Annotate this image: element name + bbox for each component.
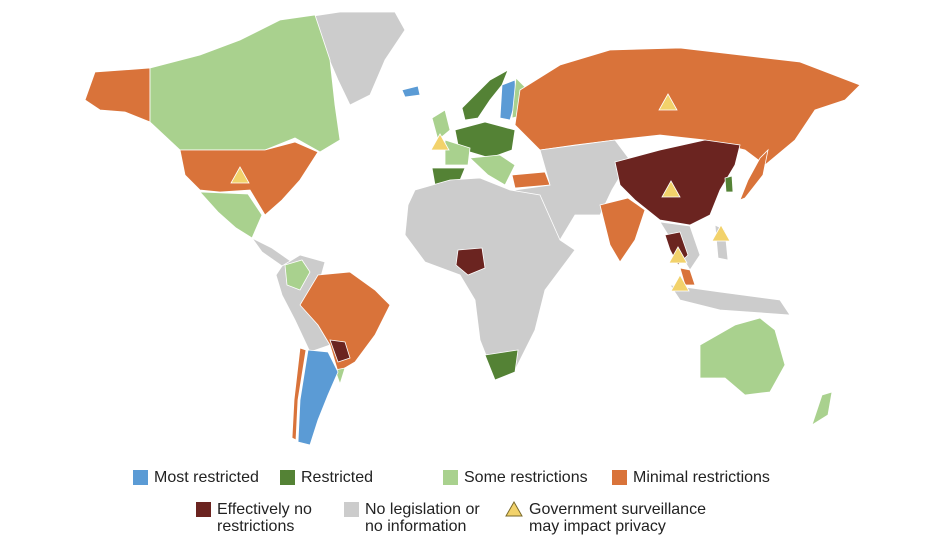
italy-balkans	[469, 154, 516, 186]
central-america	[251, 237, 293, 267]
legend-label: Some restrictions	[464, 469, 588, 486]
india	[599, 197, 646, 263]
world-map	[84, 11, 861, 446]
japan	[739, 148, 769, 201]
legend-label: Restricted	[301, 469, 374, 486]
legend-swatch	[612, 470, 627, 485]
legend-item: Minimal restrictions	[612, 469, 837, 486]
alaska	[84, 67, 151, 123]
uk	[431, 109, 451, 141]
legend-swatch	[196, 502, 211, 517]
africa	[404, 177, 576, 379]
china	[614, 139, 741, 226]
nigeria	[455, 247, 486, 276]
legend-item: Restricted	[280, 469, 435, 486]
mexico	[199, 191, 263, 239]
korea	[724, 175, 734, 193]
legend-item: Most restricted	[133, 469, 288, 486]
indonesia	[669, 284, 791, 316]
france	[444, 139, 471, 166]
colombia	[284, 259, 311, 291]
legend-swatch	[133, 470, 148, 485]
legend-item: Government surveillance may impact priva…	[505, 501, 730, 535]
iceland	[401, 85, 421, 98]
usa	[179, 141, 319, 216]
legend-label: Effectively no restrictions	[217, 501, 312, 535]
malaysia	[679, 267, 696, 286]
legend-item: No legislation or no information	[344, 501, 499, 535]
legend-label: Minimal restrictions	[633, 469, 770, 486]
legend-swatch	[505, 501, 523, 517]
legend-swatch	[344, 502, 359, 517]
legend-swatch	[443, 470, 458, 485]
legend-item: Effectively no restrictions	[196, 501, 341, 535]
legend-label: Government surveillance may impact priva…	[529, 501, 706, 535]
chile	[291, 347, 307, 441]
argentina	[297, 349, 339, 446]
paraguay	[329, 339, 351, 363]
norway	[461, 69, 509, 121]
greenland	[299, 11, 406, 106]
legend-item: Some restrictions	[443, 469, 628, 486]
new-zealand	[811, 391, 833, 426]
legend-label: Most restricted	[154, 469, 259, 486]
legend-swatch	[280, 470, 295, 485]
australia	[699, 317, 786, 396]
warning-icons	[230, 93, 731, 292]
south-africa	[484, 349, 519, 381]
legend-label: No legislation or no information	[365, 501, 480, 535]
canada	[149, 14, 341, 153]
brazil	[299, 271, 391, 373]
